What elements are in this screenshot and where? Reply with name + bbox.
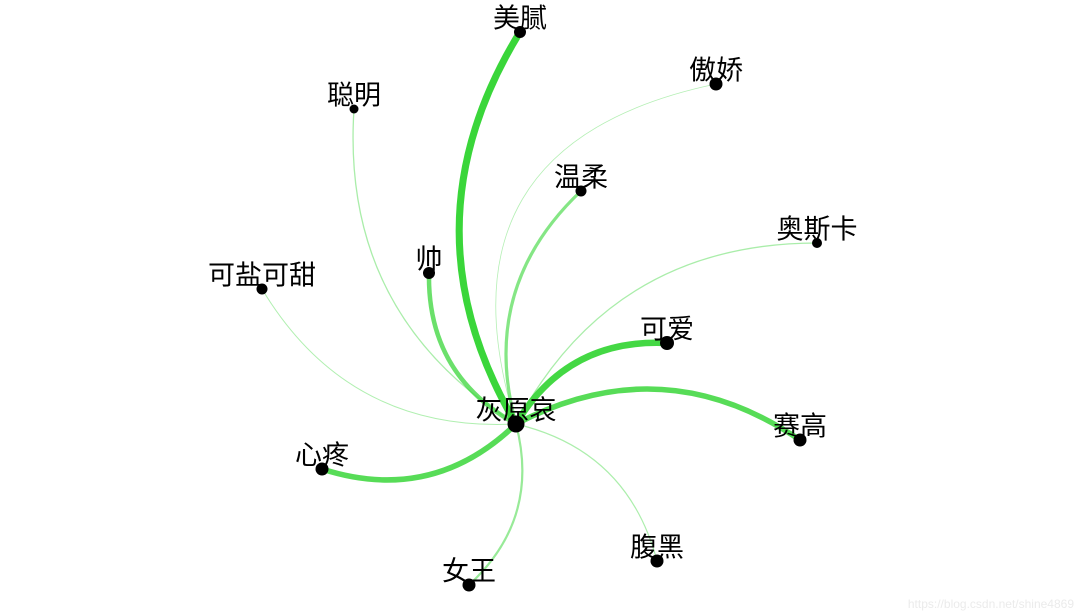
graph-node-dot[interactable] [315,462,329,476]
graph-edge [426,270,519,427]
graph-node-dot[interactable] [349,104,359,114]
graph-edge [513,386,803,443]
graph-edge [512,339,671,428]
graph-edge [261,288,517,425]
watermark: https://blog.csdn.net/shine4869 [907,597,1074,611]
graph-edge [455,28,524,428]
graph-node-dot[interactable] [793,433,807,447]
graph-node-dot[interactable] [650,554,664,568]
graph-node-dot[interactable] [423,267,435,279]
graph-node-dot[interactable] [514,26,526,38]
graph-node-dot[interactable] [575,185,587,197]
graph-edge [515,423,658,562]
graph-node-dot[interactable] [660,336,674,350]
graph-node-dot[interactable] [462,578,476,592]
graph-edge [495,83,717,425]
graph-edge [319,421,519,483]
graph-node-dot[interactable] [812,238,822,248]
graph-node-dot[interactable] [256,283,268,295]
graph-edge [504,189,583,426]
graph-edge [515,242,818,425]
graph-node-dot[interactable] [507,415,525,433]
graph-node-dot[interactable] [709,77,723,91]
graph-edge [467,422,524,587]
